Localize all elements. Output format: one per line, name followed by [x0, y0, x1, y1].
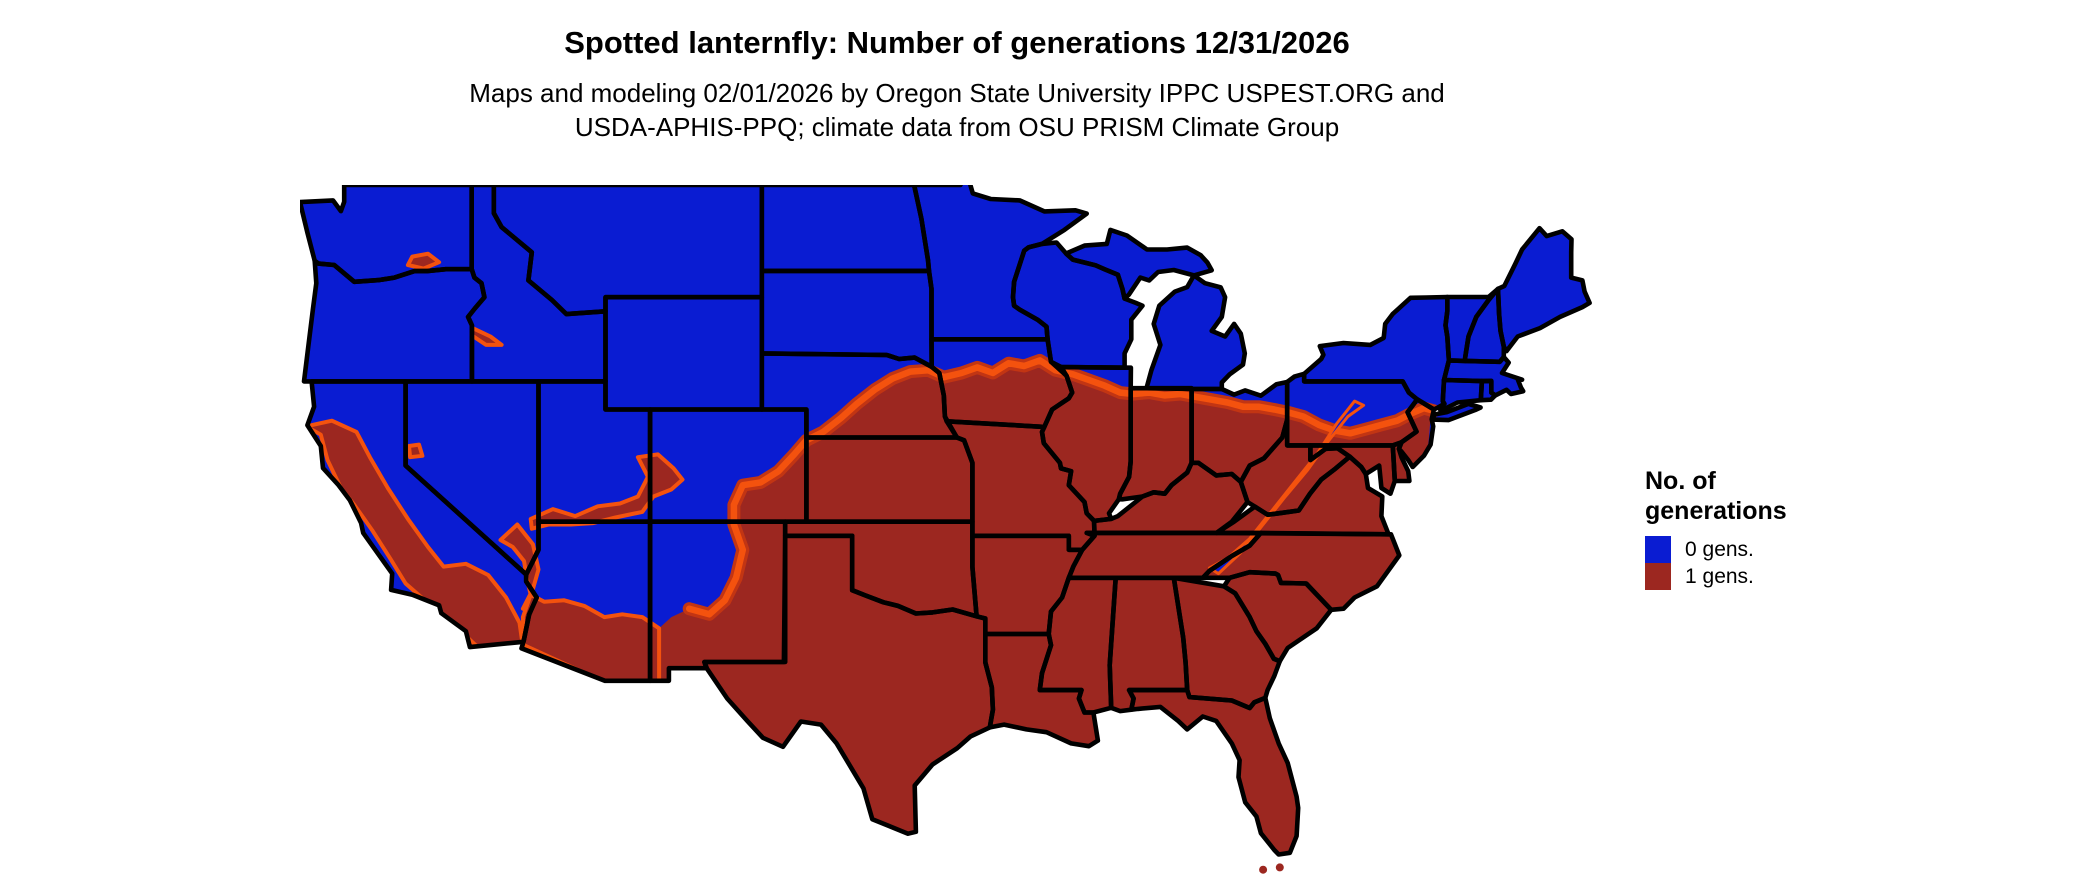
us-generations-map — [300, 185, 1600, 885]
legend-title-line-2: generations — [1645, 497, 1787, 525]
page-title: Spotted lanternfly: Number of generation… — [564, 25, 1350, 60]
subtitle-line-2: USDA-APHIS-PPQ; climate data from OSU PR… — [574, 112, 1340, 142]
legend-swatch-0-gens — [1645, 536, 1671, 563]
legend-swatch-1-gens — [1645, 563, 1671, 590]
us-map-svg — [300, 185, 1592, 874]
subtitle-line-1: Maps and modeling 02/01/2026 by Oregon S… — [469, 78, 1445, 108]
legend-label-0-gens: 0 gens. — [1685, 538, 1754, 561]
subtitle: Maps and modeling 02/01/2026 by Oregon S… — [0, 76, 1914, 144]
legend-label-1-gens: 1 gens. — [1685, 565, 1754, 588]
legend: No. of generations 0 gens. 1 gens. — [1645, 466, 1787, 590]
state-borders — [300, 185, 1592, 857]
legend-item-1-gens: 1 gens. — [1645, 563, 1787, 590]
legend-title-line-1: No. of — [1645, 467, 1716, 495]
legend-item-0-gens: 0 gens. — [1645, 536, 1787, 563]
header: Spotted lanternfly: Number of generation… — [0, 0, 1914, 144]
florida-keys-dots — [1259, 863, 1284, 874]
legend-items: 0 gens. 1 gens. — [1645, 536, 1787, 590]
legend-title: No. of generations — [1645, 466, 1787, 526]
